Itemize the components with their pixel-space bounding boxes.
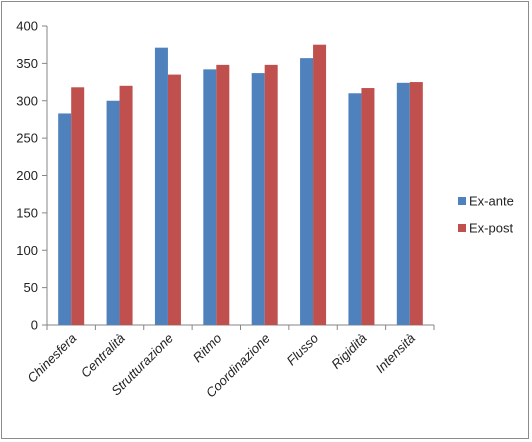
- bar-ex-post-8: [409, 82, 423, 325]
- legend-label: Ex-ante: [469, 194, 514, 209]
- category-label: Intensità: [373, 331, 418, 376]
- category-label: Ritmo: [190, 331, 225, 366]
- bar-ex-post-1: [71, 87, 85, 325]
- bars: [58, 44, 423, 326]
- bar-ex-ante-4: [203, 69, 217, 325]
- bar-ex-post-2: [119, 85, 133, 325]
- y-tick-label: 350: [16, 56, 38, 71]
- bar-ex-ante-3: [154, 47, 168, 326]
- bar-ex-post-7: [361, 88, 375, 325]
- y-tick-label: 200: [16, 168, 38, 183]
- bar-ex-ante-1: [58, 113, 72, 326]
- category-label: Flusso: [283, 331, 321, 369]
- y-tick-label: 300: [16, 93, 38, 108]
- bar-ex-ante-8: [396, 82, 410, 325]
- y-tick-labels: 0 50 100 150 200 250 300 350 400: [16, 19, 38, 333]
- legend-label: Ex-post: [469, 221, 513, 236]
- y-tick-label: 50: [24, 280, 38, 295]
- y-tick-label: 250: [16, 131, 38, 146]
- category-label: Rigidità: [328, 331, 369, 372]
- bar-ex-post-4: [216, 64, 230, 326]
- bar-ex-ante-6: [300, 58, 314, 326]
- bar-ex-post-3: [167, 74, 181, 326]
- legend-swatch: [458, 224, 466, 232]
- bar-ex-ante-5: [251, 73, 265, 325]
- bar-ex-ante-7: [348, 93, 362, 326]
- bar-ex-post-5: [264, 64, 278, 326]
- bar-ex-ante-2: [106, 100, 120, 325]
- y-tick-label: 400: [16, 19, 38, 34]
- y-tick-label: 150: [16, 205, 38, 220]
- legend: Ex-ante Ex-post: [458, 194, 514, 236]
- axes: [42, 25, 435, 330]
- y-tick-label: 100: [16, 243, 38, 258]
- legend-swatch: [458, 197, 466, 205]
- category-label: Chinesfera: [24, 331, 79, 386]
- y-tick-label: 0: [31, 318, 38, 333]
- bar-ex-post-6: [313, 44, 327, 325]
- category-label: Centralità: [78, 331, 128, 381]
